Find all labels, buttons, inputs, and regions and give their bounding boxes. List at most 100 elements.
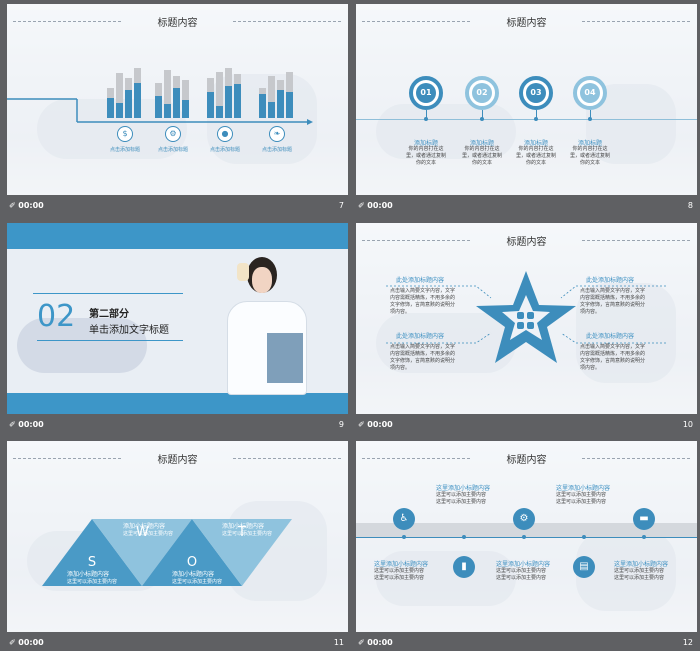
slide-title: 标题内容 bbox=[506, 455, 547, 466]
slide-7[interactable]: 标题内容 $ 点击添加标题 ⚙ 点击添加标题 ● 点击添加标题 ❧ 点击添加标题 bbox=[7, 4, 348, 195]
slide-footer: ✐ 00:00 7 bbox=[9, 201, 344, 210]
slide-8[interactable]: 标题内容 01 添加标题 你的内容打在这里，或者通过复制你的文本 02 添加标题 你的内容… bbox=[356, 4, 697, 195]
step-text: 你的内容打在这里，或者通过复制你的文本 bbox=[405, 146, 446, 166]
item-label: 点击添加标题 bbox=[157, 147, 188, 153]
step-label: 添加标题 bbox=[413, 140, 438, 147]
title-dash-left bbox=[362, 21, 470, 22]
leaf-icon: ❧ bbox=[269, 126, 285, 142]
top-block-text: 这里可以添加主要内容这里可以添加主要内容 bbox=[436, 492, 487, 505]
timeline-dot bbox=[522, 535, 526, 539]
timeline-dot bbox=[424, 117, 428, 121]
timeline-dot bbox=[402, 535, 406, 539]
bar-fill bbox=[286, 92, 293, 118]
step-number: 04 bbox=[580, 83, 600, 103]
dollar-icon: $ bbox=[117, 126, 133, 142]
bottom-block-text: 这里可以添加主要内容这里可以添加主要内容 bbox=[374, 568, 425, 581]
step-connector bbox=[482, 110, 483, 119]
swot-block-title: 添加小标题内容 bbox=[222, 523, 265, 530]
document-icon[interactable]: ▤ bbox=[573, 556, 595, 578]
chart-icon[interactable]: ▮ bbox=[453, 556, 475, 578]
timeline-dot bbox=[642, 535, 646, 539]
slide-10[interactable]: 标题内容 此处添加标题内容 点击输入简要文字内容，文字内容需概括精炼，不用多余的文… bbox=[356, 223, 697, 414]
block-title: 此处添加标题内容 bbox=[586, 333, 635, 340]
slide-12[interactable]: 标题内容 ♿ ▮ ⚙ ▤ ▬ 这里添加小标题内容 这里可以添加主要内容这里可以添加主要内容这… bbox=[356, 441, 697, 632]
pen-icon: ✐ bbox=[9, 638, 16, 647]
swot-o-triangle bbox=[142, 519, 242, 586]
pen-icon: ✐ bbox=[358, 201, 365, 210]
timeline-line bbox=[356, 119, 697, 120]
bar-fill bbox=[155, 96, 162, 118]
bar-background bbox=[116, 73, 123, 118]
gears-icon: ⚙ bbox=[165, 126, 181, 142]
axis-arrow bbox=[307, 119, 313, 125]
step-text: 你的内容打在这里，或者通过复制你的文本 bbox=[515, 146, 556, 166]
bar-background bbox=[216, 72, 223, 118]
swot-letter: O bbox=[186, 555, 198, 570]
bar-chart bbox=[7, 68, 313, 125]
block-text: 点击输入简要文字内容，文字内容需概括精炼，不用多余的文字修饰，言简意赅的说明分项… bbox=[580, 288, 646, 315]
title-dash-right bbox=[582, 458, 690, 459]
timeline-dot bbox=[534, 117, 538, 121]
bar-background bbox=[164, 70, 171, 118]
step-text: 你的内容打在这里，或者通过复制你的文本 bbox=[569, 146, 610, 166]
bar-fill bbox=[107, 98, 114, 118]
background-equipment-shape bbox=[576, 283, 676, 383]
bottom-block-text: 这里可以添加主要内容这里可以添加主要内容 bbox=[496, 568, 547, 581]
background-chair-shape bbox=[376, 104, 516, 159]
step-number: 01 bbox=[416, 83, 436, 103]
step-circle[interactable]: 01 bbox=[409, 76, 443, 110]
step-circle[interactable]: 03 bbox=[519, 76, 553, 110]
step-text: 你的内容打在这里，或者通过复制你的文本 bbox=[461, 146, 502, 166]
title-dash-left bbox=[13, 21, 121, 22]
bar-background bbox=[182, 80, 189, 118]
item-label: 点击添加标题 bbox=[261, 147, 292, 153]
bottom-brush-band bbox=[7, 393, 348, 414]
bottom-block-title: 这里添加小标题内容 bbox=[614, 561, 669, 568]
bar-fill bbox=[125, 90, 132, 118]
pen-icon: ✐ bbox=[358, 420, 365, 429]
bottom-block-title: 这里添加小标题内容 bbox=[374, 561, 429, 568]
step-number: 03 bbox=[526, 83, 546, 103]
slide-footer: ✐ 00:00 9 bbox=[9, 420, 344, 429]
part-line-top bbox=[33, 293, 183, 294]
block-text: 点击输入简要文字内容，文字内容需概括精炼，不用多余的文字修饰，言简意赅的说明分项… bbox=[390, 288, 456, 315]
bar-fill bbox=[277, 90, 284, 118]
chat-icon[interactable]: ▬ bbox=[633, 508, 655, 530]
block-text: 点击输入简要文字内容，文字内容需概括精炼，不用多余的文字修饰，言简意赅的说明分项… bbox=[580, 344, 646, 371]
slide-footer: ✐ 00:00 11 bbox=[9, 638, 344, 647]
pen-icon: ✐ bbox=[9, 201, 16, 210]
swot-block-title: 添加小标题内容 bbox=[172, 571, 215, 578]
pen-icon: ✐ bbox=[9, 420, 16, 429]
slide-title: 标题内容 bbox=[157, 455, 198, 466]
swot-block-title: 添加小标题内容 bbox=[67, 571, 110, 578]
title-dash-right bbox=[233, 21, 341, 22]
swot-block-text: 这里可以添加主要内容 bbox=[172, 579, 223, 585]
slide-9[interactable]: 02 第二部分 单击添加文字标题 bbox=[7, 223, 348, 414]
swot-s-triangle bbox=[42, 519, 142, 586]
step-circle[interactable]: 02 bbox=[465, 76, 499, 110]
top-block-title: 这里添加小标题内容 bbox=[436, 485, 491, 492]
step-label: 添加标题 bbox=[577, 140, 602, 147]
part-title: 单击添加文字标题 bbox=[89, 325, 169, 336]
swot-block-text: 这里可以添加主要内容 bbox=[123, 531, 174, 537]
top-block-text: 这里可以添加主要内容这里可以添加主要内容 bbox=[556, 492, 607, 505]
step-circle[interactable]: 04 bbox=[573, 76, 607, 110]
item-label: 点击添加标题 bbox=[209, 147, 240, 153]
bar-background bbox=[268, 76, 275, 118]
swot-letter: W bbox=[136, 525, 149, 540]
block-text: 点击输入简要文字内容，文字内容需概括精炼，不用多余的文字修饰，言简意赅的说明分项… bbox=[390, 344, 456, 371]
pen-icon: ✐ bbox=[358, 638, 365, 647]
bar-fill bbox=[134, 83, 141, 118]
step-number: 02 bbox=[472, 83, 492, 103]
slide-title: 标题内容 bbox=[157, 18, 198, 29]
wheelchair-icon[interactable]: ♿ bbox=[393, 508, 415, 530]
timeline-dot bbox=[588, 117, 592, 121]
step-connector bbox=[590, 110, 591, 119]
gear-icon[interactable]: ⚙ bbox=[513, 508, 535, 530]
bar-fill bbox=[234, 84, 241, 118]
bottom-block-text: 这里可以添加主要内容这里可以添加主要内容 bbox=[614, 568, 665, 581]
timeline-dot bbox=[582, 535, 586, 539]
step-label: 添加标题 bbox=[523, 140, 548, 147]
swot-letter: S bbox=[87, 555, 97, 570]
